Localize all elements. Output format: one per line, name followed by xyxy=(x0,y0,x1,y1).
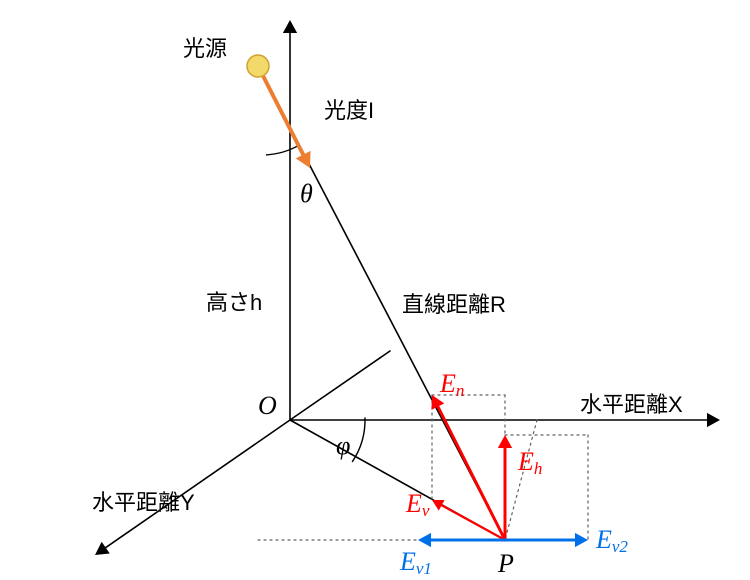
light-source-marker xyxy=(247,55,269,77)
label-distanceR: 直線距離R xyxy=(402,292,506,317)
label-source: 光源 xyxy=(183,36,227,61)
label-phi: φ xyxy=(336,431,350,460)
label-O: O xyxy=(258,391,277,420)
label-theta: θ xyxy=(300,179,313,208)
label-horizY: 水平距離Y xyxy=(92,490,195,515)
label-horizX: 水平距離X xyxy=(580,392,683,417)
label-P: P xyxy=(497,549,514,578)
label-intensity: 光度I xyxy=(324,98,374,123)
label-height: 高さh xyxy=(206,290,262,315)
